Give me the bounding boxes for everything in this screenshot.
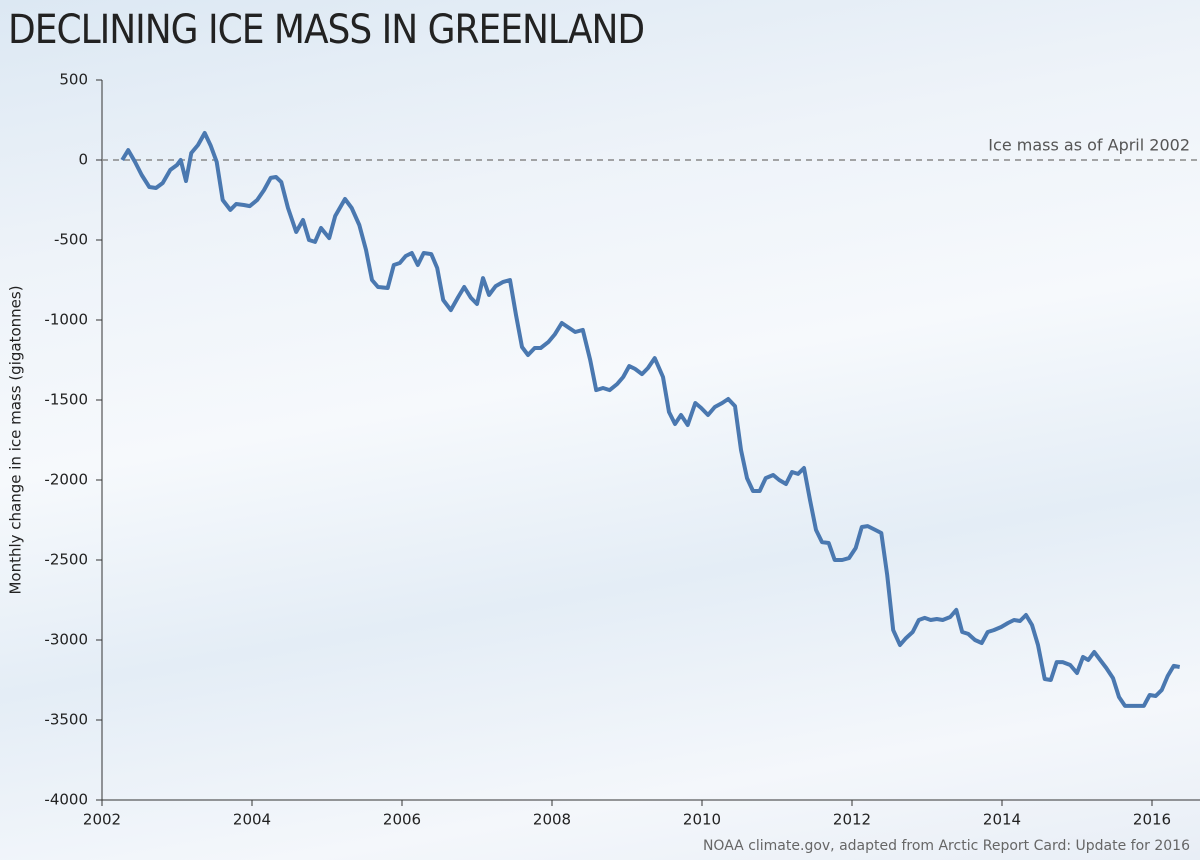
- x-tick-label: 2004: [233, 811, 271, 829]
- x-tick-label: 2012: [833, 811, 871, 829]
- y-tick-label: -500: [54, 231, 88, 249]
- chart-title: DECLINING ICE MASS IN GREENLAND: [8, 7, 644, 53]
- y-tick-label: -3000: [44, 631, 88, 649]
- x-tick-label: 2002: [83, 811, 121, 829]
- data-line: [120, 131, 1181, 708]
- y-tick-label: -1000: [44, 311, 88, 329]
- x-tick-label: 2010: [683, 811, 721, 829]
- source-note: NOAA climate.gov, adapted from Arctic Re…: [703, 838, 1190, 854]
- y-tick-label: -3500: [44, 711, 88, 729]
- y-tick-label: -2500: [44, 551, 88, 569]
- y-tick-label: 500: [59, 71, 88, 89]
- y-axis-label: Monthly change in ice mass (gigatonnes): [7, 285, 25, 594]
- y-tick-label: -1500: [44, 391, 88, 409]
- y-tick-label: -4000: [44, 791, 88, 809]
- y-tick-label: -2000: [44, 471, 88, 489]
- y-tick-label: 0: [78, 151, 88, 169]
- x-tick-label: 2016: [1133, 811, 1171, 829]
- x-tick-label: 2014: [983, 811, 1021, 829]
- x-tick-label: 2006: [383, 811, 421, 829]
- x-tick-label: 2008: [533, 811, 571, 829]
- reference-label: Ice mass as of April 2002: [988, 136, 1190, 155]
